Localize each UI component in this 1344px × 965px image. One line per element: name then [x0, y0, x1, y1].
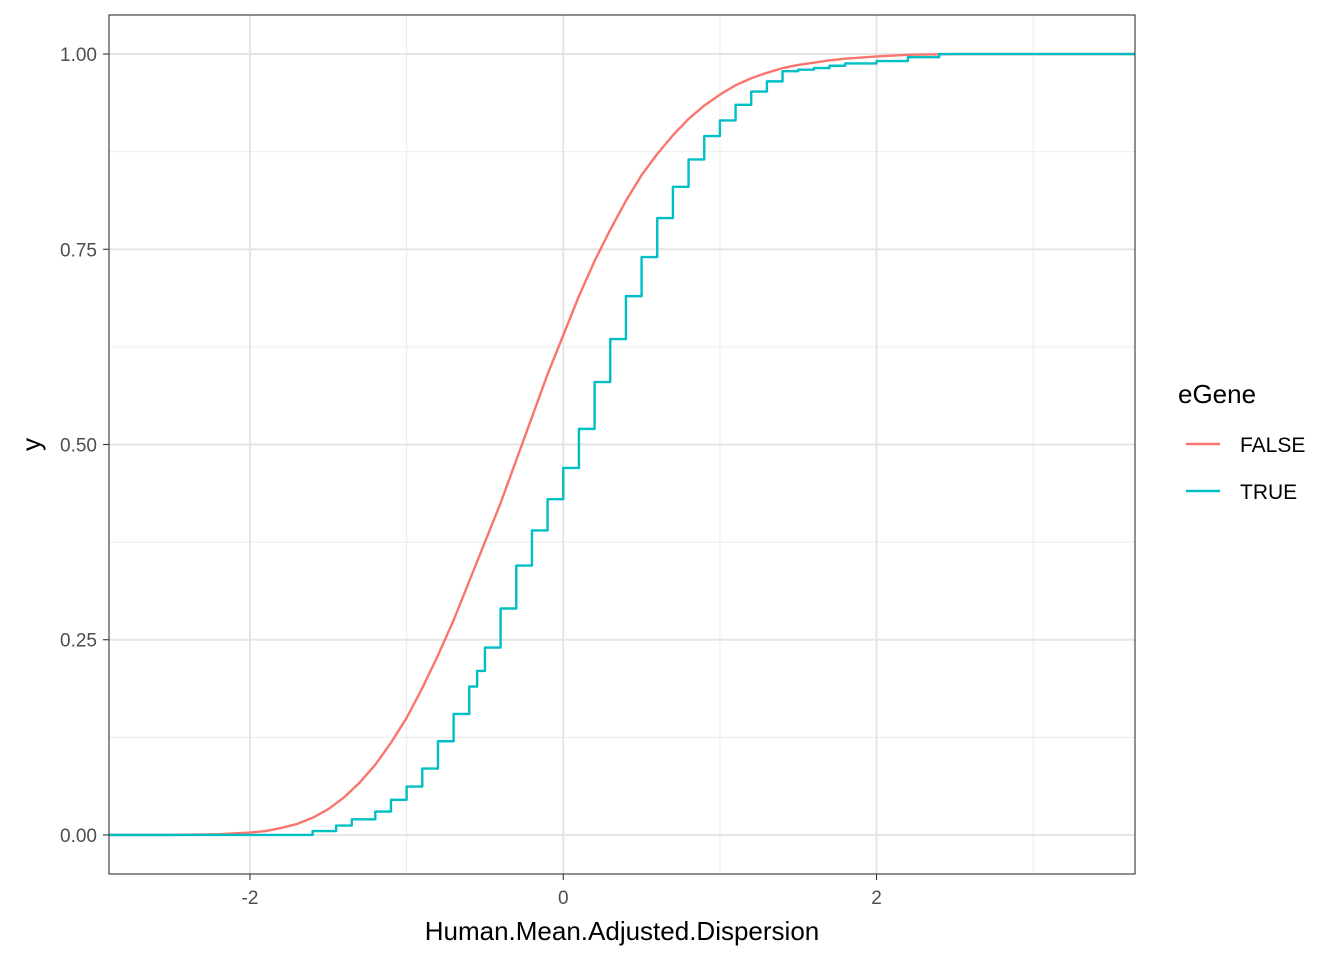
- y-axis: 0.00 0.25 0.50 0.75 1.00: [60, 45, 109, 847]
- series-line-false: [109, 52, 1135, 837]
- legend-title: eGene: [1178, 379, 1256, 409]
- x-tick-label: -2: [242, 888, 259, 909]
- x-axis: -2 0 2: [242, 874, 882, 909]
- y-axis-title: y: [16, 438, 46, 451]
- y-tick-label: 0.00: [60, 826, 97, 847]
- y-tick-label: 1.00: [60, 45, 97, 66]
- y-tick-label: 0.75: [60, 240, 97, 261]
- series-lines: [109, 52, 1135, 837]
- y-tick-label: 0.25: [60, 631, 97, 652]
- x-tick-label: 0: [558, 888, 569, 909]
- series-line-true: [109, 52, 1135, 837]
- minor-gridlines: [109, 15, 1135, 874]
- legend-label-true: TRUE: [1240, 481, 1297, 504]
- legend: eGene FALSE TRUE: [1178, 379, 1305, 504]
- y-tick-label: 0.50: [60, 436, 97, 457]
- x-tick-label: 2: [871, 888, 882, 909]
- x-axis-title: Human.Mean.Adjusted.Dispersion: [425, 916, 820, 946]
- legend-label-false: FALSE: [1240, 434, 1305, 457]
